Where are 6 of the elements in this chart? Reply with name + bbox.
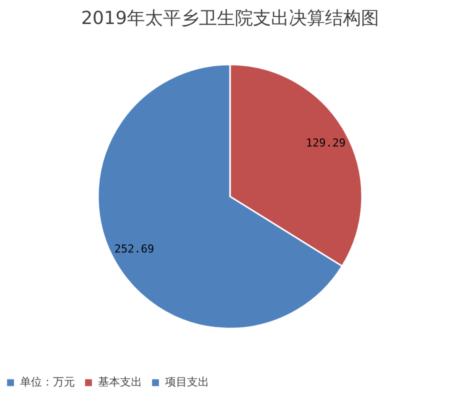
data-label: 129.29 bbox=[306, 136, 346, 150]
legend-label: 项目支出 bbox=[165, 376, 209, 389]
chart-title: 2019年太平乡卫生院支出决算结构图 bbox=[81, 8, 379, 29]
legend-label: 基本支出 bbox=[98, 376, 142, 389]
data-label: 252.69 bbox=[114, 242, 154, 256]
legend-label: 单位：万元 bbox=[20, 376, 75, 389]
